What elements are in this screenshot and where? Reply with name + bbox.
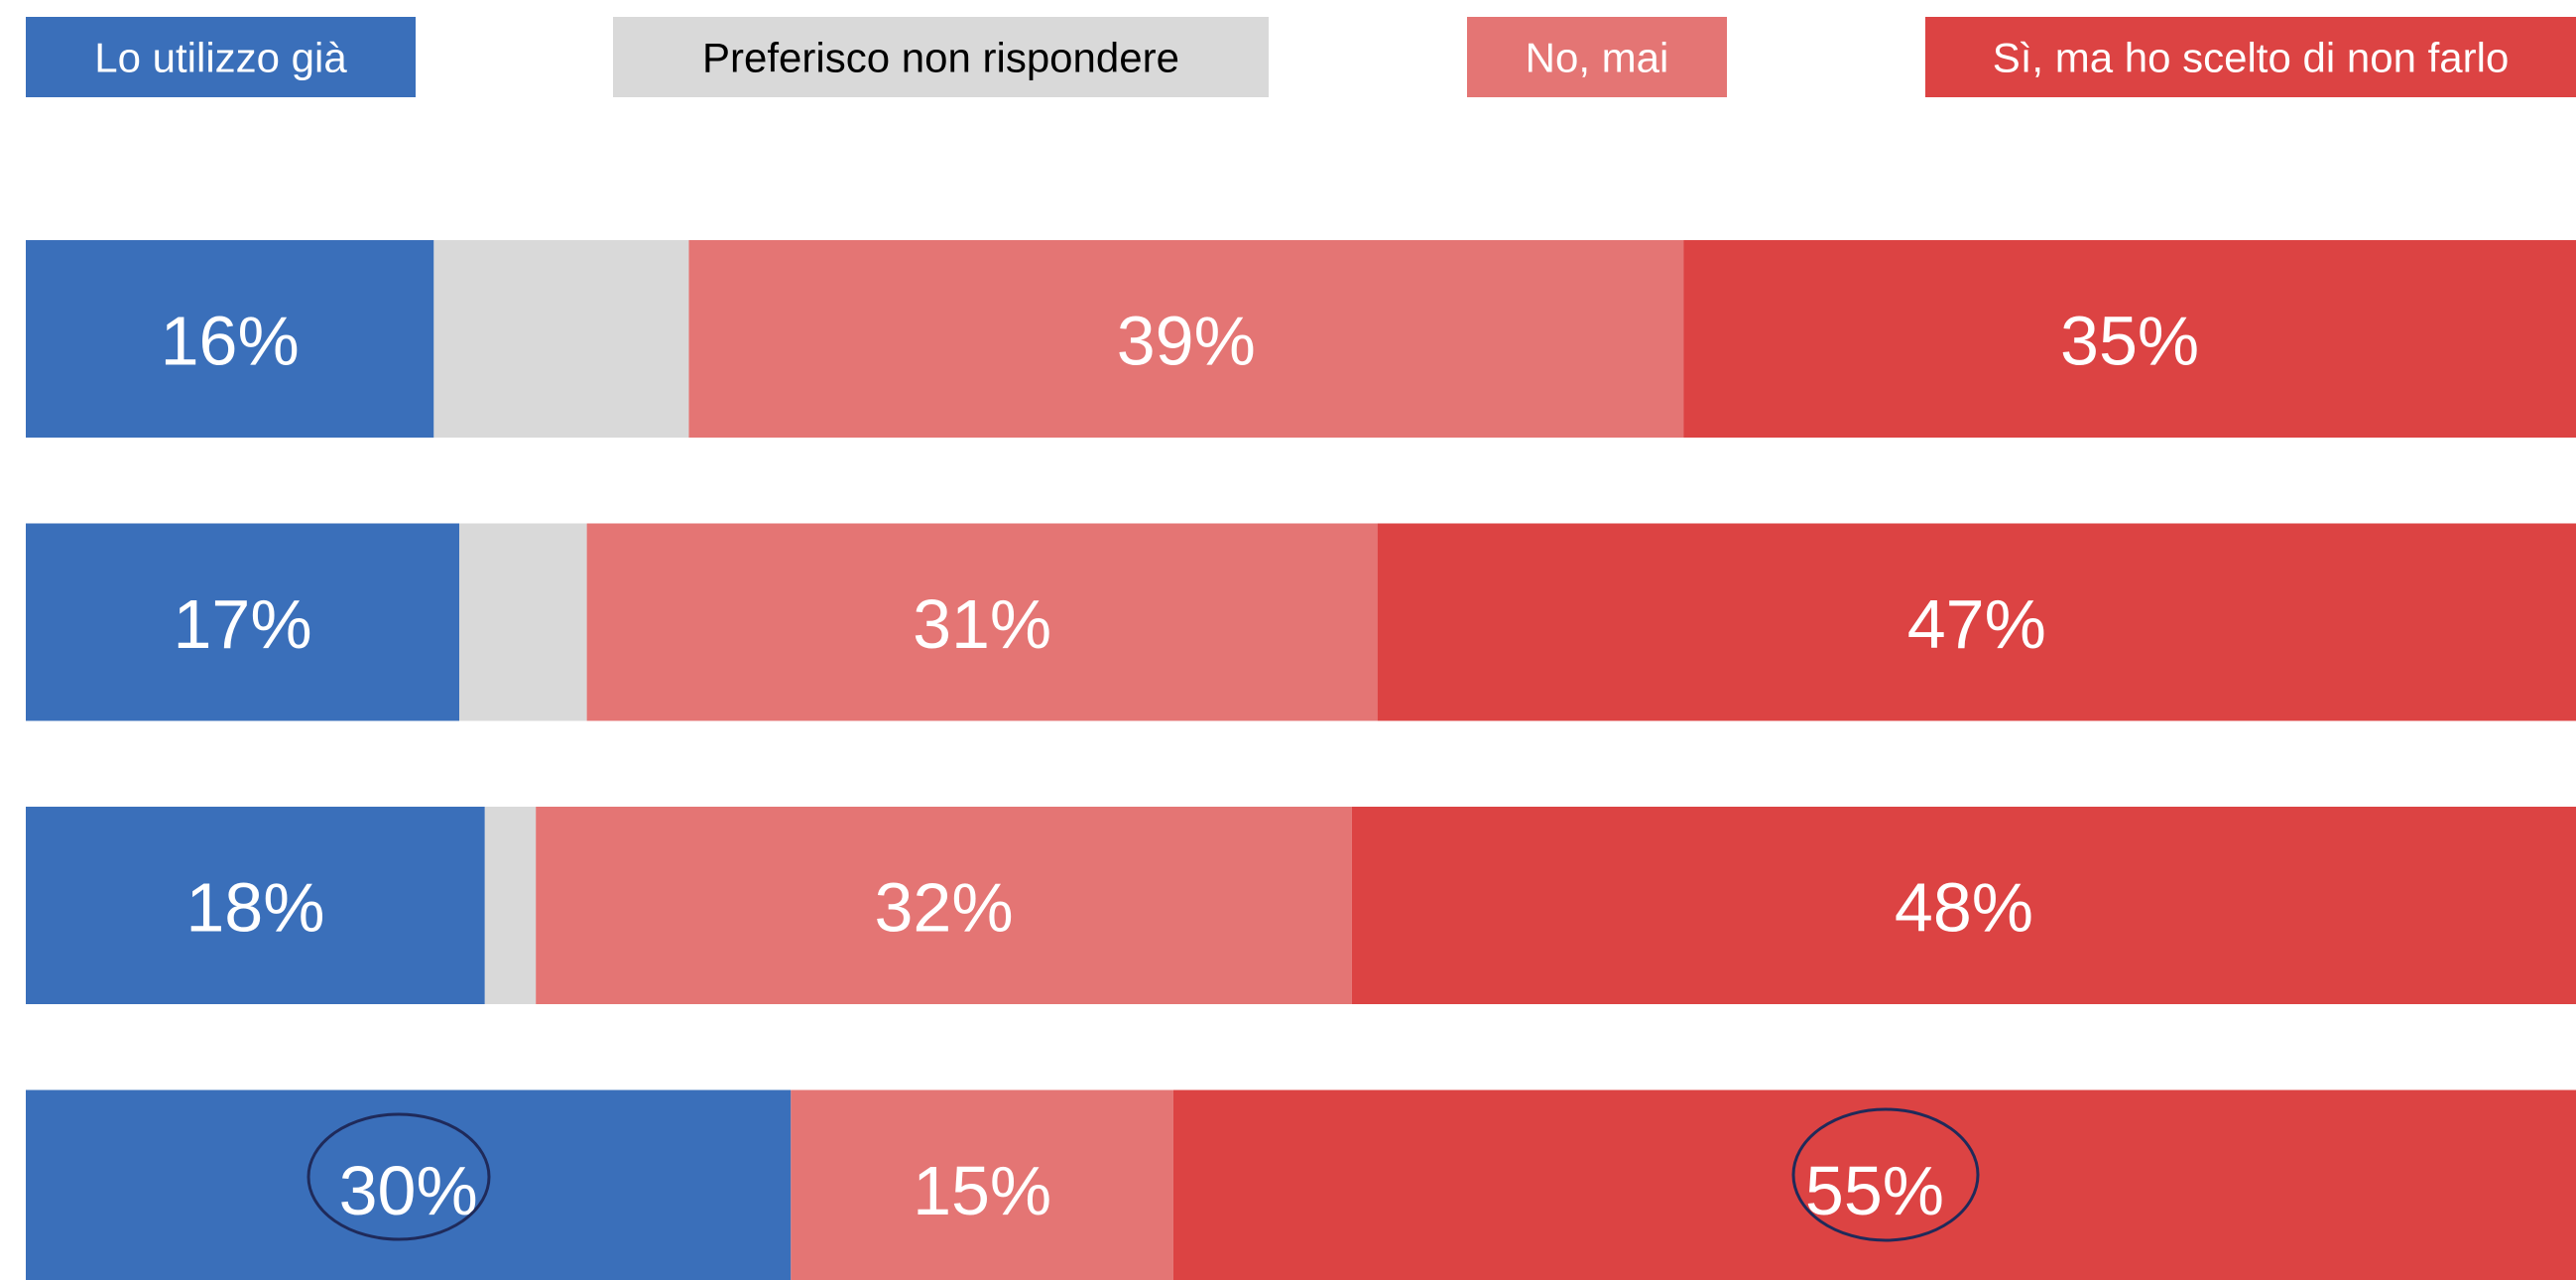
bar-segment: [1683, 240, 2576, 438]
legend-label: Sì, ma ho scelto di non farlo: [1993, 35, 2510, 81]
bar-segment: [459, 523, 587, 721]
bar-segment: [1377, 523, 2576, 721]
bar-segment: [791, 1089, 1173, 1280]
legend-label: No, mai: [1526, 35, 1669, 81]
plot: Lo utilizzo già Preferisco non rispondere…: [26, 17, 2576, 1280]
value-label: 35%: [2060, 303, 2199, 380]
bar-segment: [688, 240, 1684, 438]
bar-segment: [26, 1089, 792, 1280]
legend-swatch: [26, 17, 416, 97]
bar-segment: [433, 240, 689, 438]
legend-swatch: [1925, 17, 2576, 97]
value-label: 17%: [173, 585, 311, 663]
bar-segment: [536, 807, 1352, 1004]
value-label: 32%: [875, 869, 1014, 947]
value-label: 15%: [913, 1152, 1051, 1229]
bar-segment: [586, 523, 1378, 721]
value-label: 48%: [1895, 869, 2033, 947]
legend-label: Preferisco non rispondere: [702, 35, 1179, 81]
bar-segment: [1351, 807, 2576, 1004]
bar-segment: [26, 807, 485, 1004]
legend-swatch: [613, 17, 1269, 97]
value-label: 18%: [185, 869, 324, 947]
bar-segment: [484, 807, 537, 1004]
value-label: 39%: [1117, 303, 1256, 380]
legend-label: Lo utilizzo già: [94, 35, 347, 81]
legend-swatch: [1467, 17, 1727, 97]
value-label: 47%: [1907, 585, 2046, 663]
bar-segment: [1172, 1089, 2576, 1280]
bar-segment: [26, 240, 434, 438]
highlight-ellipse: [307, 1112, 491, 1241]
bar-segment: [26, 523, 460, 721]
value-label: 31%: [913, 585, 1051, 663]
value-label: 30%: [339, 1152, 478, 1229]
value-label: 55%: [1805, 1152, 1944, 1229]
value-label: 16%: [161, 303, 300, 380]
highlight-ellipse: [1791, 1107, 1980, 1242]
